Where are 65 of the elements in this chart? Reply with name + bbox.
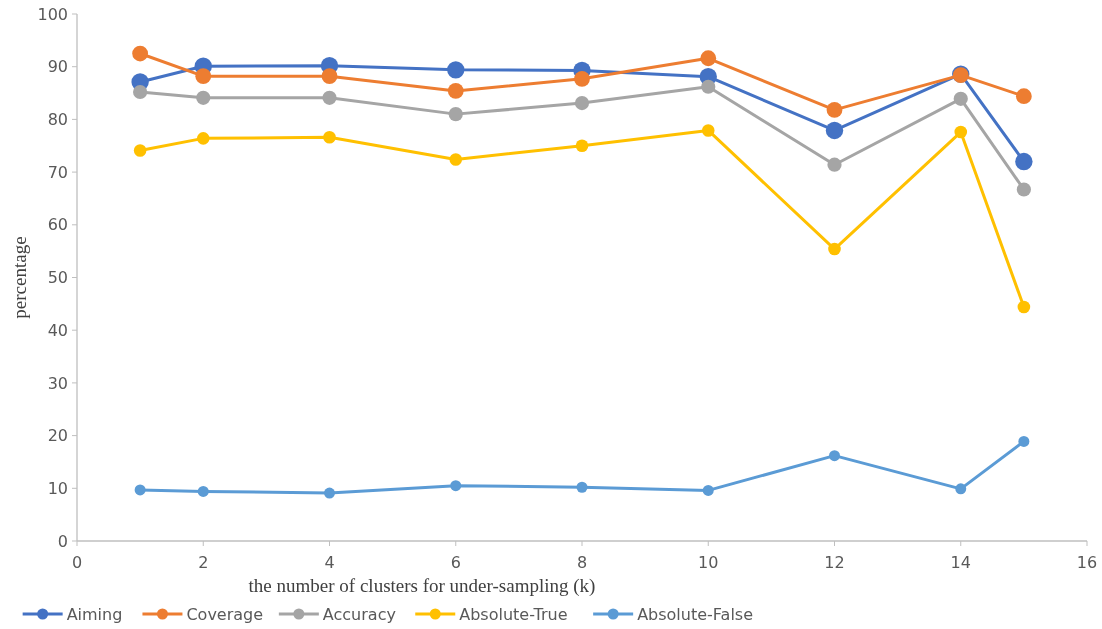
point	[702, 484, 714, 496]
point	[574, 95, 590, 111]
x-tick-label: 2	[198, 553, 209, 572]
y-tick-label: 30	[47, 373, 68, 393]
point	[1015, 88, 1032, 105]
point	[196, 90, 211, 105]
point	[1016, 182, 1031, 197]
y-tick-label: 80	[47, 110, 68, 129]
legend-label: Aiming	[66, 604, 123, 624]
x-tick-label: 12	[824, 553, 845, 572]
x-tick-label: 6	[450, 553, 461, 572]
point	[1017, 300, 1031, 314]
y-tick-label: 70	[47, 162, 68, 182]
x-tick-label: 8	[576, 553, 588, 572]
y-axis-title: percentage	[9, 236, 30, 319]
point	[132, 45, 149, 62]
point	[954, 125, 968, 139]
point	[576, 481, 588, 493]
point	[447, 83, 464, 99]
point	[450, 480, 462, 492]
point	[322, 90, 337, 105]
x-tick-label: 14	[950, 553, 971, 572]
point	[955, 483, 967, 495]
x-axis-title: the number of clusters for under-sampling (k)	[248, 575, 596, 597]
point	[829, 450, 840, 462]
point	[574, 70, 590, 87]
point	[448, 107, 463, 122]
y-tick-label: 20	[47, 426, 68, 446]
legend-label: Absolute-False	[637, 604, 754, 624]
x-tick-label: 10	[698, 553, 719, 572]
point	[827, 157, 842, 172]
point	[828, 242, 841, 256]
y-tick-label: 100	[37, 4, 68, 24]
y-tick-label: 90	[47, 57, 68, 77]
point	[324, 487, 335, 499]
point	[196, 132, 210, 145]
point	[197, 485, 209, 497]
point	[133, 84, 148, 100]
point	[701, 124, 715, 137]
point	[323, 131, 336, 144]
point	[134, 484, 146, 496]
legend-label: Coverage	[186, 604, 264, 624]
y-tick-label: 40	[47, 320, 68, 340]
point	[1015, 152, 1033, 171]
y-tick-label: 0	[57, 531, 68, 551]
x-tick-label: 4	[324, 553, 335, 572]
point	[701, 79, 716, 94]
point	[953, 91, 968, 106]
point	[321, 68, 338, 85]
point	[447, 61, 465, 79]
point	[133, 144, 147, 157]
x-tick-label: 16	[1076, 553, 1098, 572]
x-tick-label: 0	[71, 553, 83, 572]
legend-label: Accuracy	[322, 604, 396, 624]
y-tick-label: 60	[47, 215, 68, 235]
point	[1018, 435, 1030, 447]
y-tick-label: 10	[47, 478, 68, 498]
point	[195, 68, 212, 85]
point	[825, 121, 844, 140]
point	[575, 139, 589, 153]
y-tick-label: 50	[47, 268, 68, 288]
point	[449, 153, 463, 166]
point	[826, 102, 843, 118]
legend-label: Absolute-True	[459, 604, 568, 624]
point	[700, 50, 717, 67]
